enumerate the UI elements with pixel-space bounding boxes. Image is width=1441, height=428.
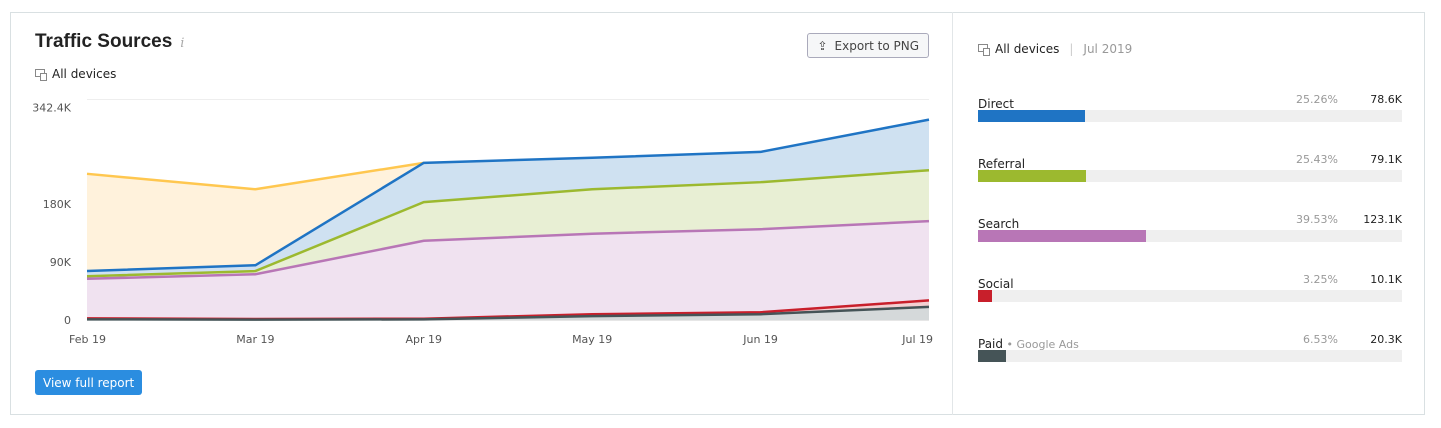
series-line-2 [86,219,930,281]
source-percent: 25.43% [1296,153,1338,166]
source-label: Search [978,217,1020,231]
devices-icon [978,43,990,56]
source-percent: 3.25% [1303,273,1338,286]
share-bar-fill [978,170,1086,182]
series-line-4 [86,118,930,273]
source-value: 123.1K [1363,213,1402,226]
period-label: Jul 2019 [1083,42,1133,56]
share-bar-track [978,110,1402,122]
series-line-5 [86,161,424,191]
source-label: Direct [978,97,1014,111]
source-row-referral[interactable]: Referral 25.43% 79.1K [978,153,1402,183]
y-tick-label: 180K [43,198,72,211]
info-icon[interactable]: i [180,36,185,51]
source-bullet: • [1003,338,1017,351]
device-label: All devices [52,67,117,81]
source-row-paid[interactable]: Paid • Google Ads 6.53% 20.3K [978,333,1402,363]
series-line-3 [86,168,930,278]
side-header: All devices | Jul 2019 [978,42,1132,56]
series-area-4 [87,119,929,277]
series-line-0 [86,305,930,321]
series-area-0 [87,306,929,320]
x-tick-label: Mar 19 [236,333,274,346]
x-tick-label: Jun 19 [742,333,778,346]
traffic-sources-card [10,12,1425,415]
source-percent: 39.53% [1296,213,1338,226]
upload-icon: ⇪ [817,38,828,53]
source-value: 20.3K [1370,333,1402,346]
share-bar-track [978,290,1402,302]
source-label: Paid [978,337,1004,351]
x-tick-label: May 19 [572,333,612,346]
export-label: Export to PNG [834,38,919,53]
series-area-3 [87,170,929,279]
share-bar-track [978,170,1402,182]
source-row-direct[interactable]: Direct 25.26% 78.6K [978,93,1402,123]
source-sub: Google Ads [1016,338,1079,351]
view-full-report-button[interactable]: View full report [35,370,143,395]
source-row-search[interactable]: Search 39.53% 123.1K [978,213,1402,243]
title-bar: Traffic Sources i [35,31,184,53]
source-value: 78.6K [1370,93,1402,106]
x-tick-label: Feb 19 [69,333,106,346]
divider [952,12,953,415]
y-tick-label: 342.4K [32,102,71,115]
share-bar-track [978,350,1402,362]
source-value: 79.1K [1370,153,1402,166]
x-tick-label: Jul 19 [901,333,933,346]
separator: | [1069,42,1074,56]
share-bar-fill [978,290,992,302]
share-bar-fill [978,110,1086,122]
source-label: Social [978,277,1014,291]
export-button[interactable]: ⇪ Export to PNG [807,33,929,58]
source-percent: 25.26% [1296,93,1338,106]
series-area-5 [87,162,424,272]
y-tick-label: 90K [50,256,72,269]
series-area-2 [87,221,929,320]
page-title: Traffic Sources [35,31,173,52]
side-device-filter[interactable]: All devices [978,42,1059,56]
x-tick-label: Apr 19 [406,333,443,346]
devices-icon [35,68,47,81]
share-bar-fill [978,350,1006,362]
share-bar-fill [978,230,1146,242]
source-value: 10.1K [1370,273,1402,286]
source-percent: 6.53% [1303,333,1338,346]
source-row-social[interactable]: Social 3.25% 10.1K [978,273,1402,303]
y-tick-label: 0 [64,314,71,327]
share-bar-track [978,230,1402,242]
side-device-label: All devices [995,42,1060,56]
source-label: Referral [978,157,1026,171]
traffic-chart: 0 90K 180K 342.4K Feb 19 Mar 19 Apr 19 May 19 Ju… [32,99,933,346]
device-filter[interactable]: All devices [35,67,116,81]
